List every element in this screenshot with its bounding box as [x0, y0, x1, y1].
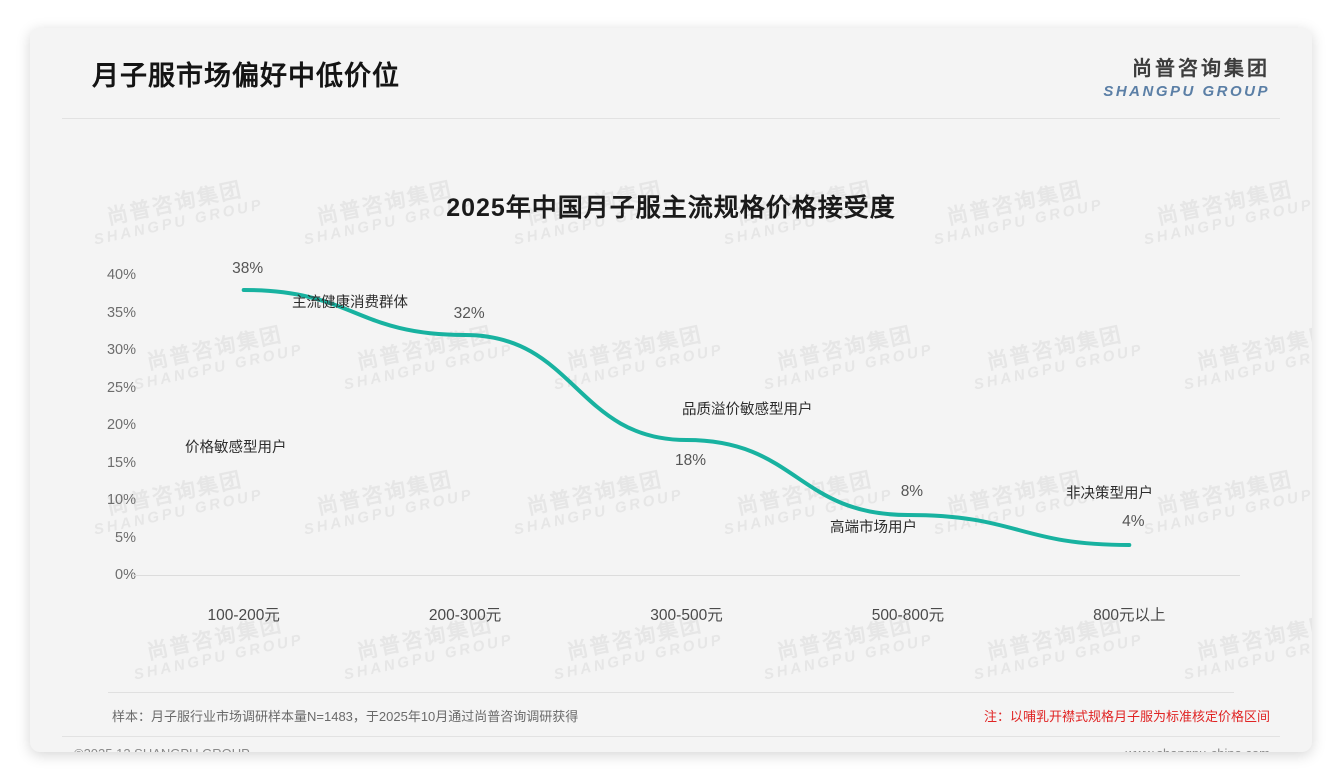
chart-annotation: 品质溢价敏感型用户 — [682, 402, 813, 418]
footnote-divider — [108, 692, 1234, 693]
line-chart: 0% 5% 10% 15% 20% 25% 30% 35% 40% 100-200元 200-30… — [30, 28, 1312, 752]
y-axis-tick-label: 40% — [106, 267, 136, 283]
chart-annotation: 主流健康消费群体 — [292, 295, 408, 311]
header-divider — [62, 118, 1280, 119]
x-axis-tick-label: 300-500元 — [650, 607, 723, 624]
chart-annotation: 非决策型用户 — [1066, 486, 1153, 502]
data-point-label: 4% — [1122, 513, 1145, 530]
data-point-label: 32% — [453, 305, 485, 322]
y-axis-tick-label: 35% — [106, 304, 136, 321]
copyright-text: ©2025.12 SHANGPU GROUP — [74, 746, 250, 752]
chart-line-svg — [241, 288, 1132, 547]
y-axis-tick-label: 15% — [106, 454, 136, 471]
red-note: 注：以哺乳开襟式规格月子服为标准核定价格区间 — [983, 709, 1270, 724]
y-axis: 0% 5% 10% 15% 20% 25% 30% 35% 40% — [68, 28, 136, 752]
brand-logo: 尚普咨询集团 SHANGPU GROUP — [1103, 52, 1270, 100]
x-axis-line — [133, 575, 1240, 576]
logo-english-text: SHANGPU GROUP — [1103, 83, 1270, 100]
x-axis-tick-label: 100-200元 — [207, 607, 280, 624]
slide-card: 尚普咨询集团 SHANGPU GROUP 尚普咨询集团 SHANGPU GROUP 尚普… — [30, 28, 1312, 752]
data-point-label: 8% — [900, 483, 924, 500]
chart-title: 2025年中国月子服主流规格价格接受度 — [446, 194, 896, 222]
slide-header: 月子服市场偏好中低价位 尚普咨询集团 SHANGPU GROUP — [30, 28, 1312, 119]
sample-footnote: 样本：月子服行业市场调研样本量N=1483，于2025年10月通过尚普咨询调研获… — [112, 709, 579, 724]
y-axis-tick-label: 0% — [115, 567, 136, 583]
y-axis-tick-label: 30% — [106, 342, 136, 358]
page-title: 月子服市场偏好中低价位 — [92, 61, 400, 91]
chart-annotation: 价格敏感型用户 — [185, 440, 287, 456]
x-axis-tick-label: 200-300元 — [428, 607, 502, 624]
y-axis-tick-label: 5% — [115, 529, 136, 546]
data-point-label: 38% — [232, 260, 264, 277]
x-axis-tick-label: 500-800元 — [871, 607, 945, 624]
chart-annotation: 高端市场用户 — [830, 520, 917, 536]
y-axis-tick-label: 25% — [106, 379, 136, 396]
data-point-label: 18% — [674, 452, 707, 469]
y-axis-tick-label: 20% — [106, 417, 136, 433]
footer-divider — [62, 736, 1280, 737]
logo-chinese-text: 尚普咨询集团 — [1132, 58, 1270, 80]
x-axis-tick-label: 800元以上 — [1093, 607, 1166, 624]
data-series-line — [241, 288, 1132, 547]
website-link[interactable]: www.shangpu-china.com — [1125, 746, 1270, 752]
y-axis-tick-label: 10% — [106, 492, 136, 508]
